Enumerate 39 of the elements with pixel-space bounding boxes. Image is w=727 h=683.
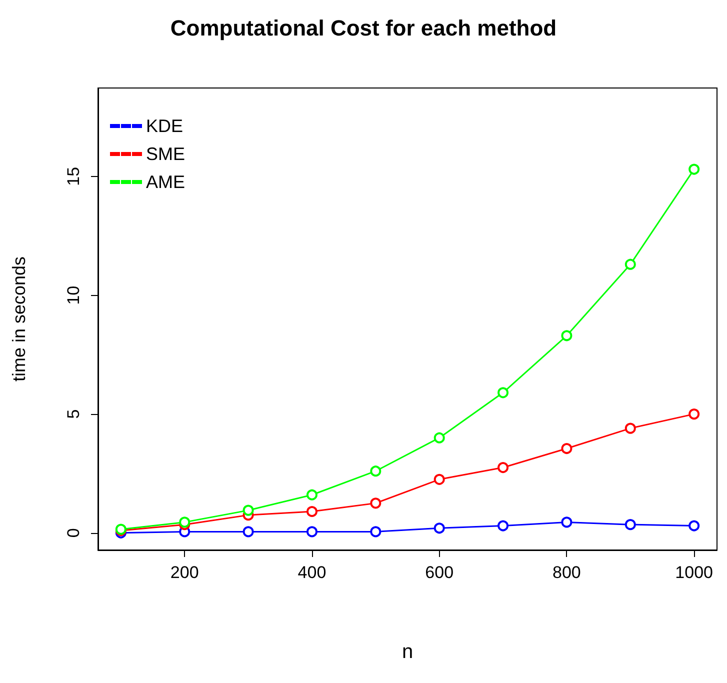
point bbox=[242, 526, 254, 538]
y-tick-label: 0 bbox=[64, 528, 83, 538]
point bbox=[179, 516, 190, 528]
x-tick-label: 800 bbox=[552, 563, 581, 582]
point bbox=[624, 258, 636, 270]
point bbox=[561, 330, 572, 342]
y-axis-title: time in seconds bbox=[9, 256, 29, 382]
point bbox=[498, 462, 509, 474]
chart-title: Computational Cost for each method bbox=[170, 16, 557, 40]
point bbox=[370, 466, 382, 477]
point bbox=[561, 443, 572, 454]
legend-label: KDE bbox=[146, 116, 184, 136]
point bbox=[561, 516, 572, 528]
point bbox=[688, 408, 700, 420]
x-tick-label: 600 bbox=[425, 563, 454, 582]
legend-label: SME bbox=[146, 144, 186, 164]
point bbox=[434, 432, 445, 444]
point bbox=[306, 489, 318, 500]
point bbox=[498, 387, 509, 398]
point bbox=[306, 526, 318, 538]
x-axis-title: n bbox=[402, 641, 414, 663]
point bbox=[370, 498, 382, 509]
point bbox=[688, 520, 700, 532]
point bbox=[242, 504, 254, 516]
x-tick-label: 1000 bbox=[675, 563, 713, 582]
point bbox=[688, 164, 700, 175]
point bbox=[434, 522, 445, 534]
point bbox=[624, 422, 636, 434]
y-tick-label: 15 bbox=[64, 166, 83, 186]
y-tick-label: 10 bbox=[64, 286, 83, 305]
point bbox=[306, 506, 318, 517]
point bbox=[434, 474, 445, 485]
point bbox=[498, 520, 509, 532]
legend-label: AME bbox=[146, 172, 186, 192]
y-tick-label: 5 bbox=[64, 409, 83, 419]
point bbox=[624, 519, 636, 530]
x-tick-label: 200 bbox=[170, 563, 199, 582]
point bbox=[370, 526, 382, 538]
x-tick-label: 400 bbox=[298, 563, 326, 582]
